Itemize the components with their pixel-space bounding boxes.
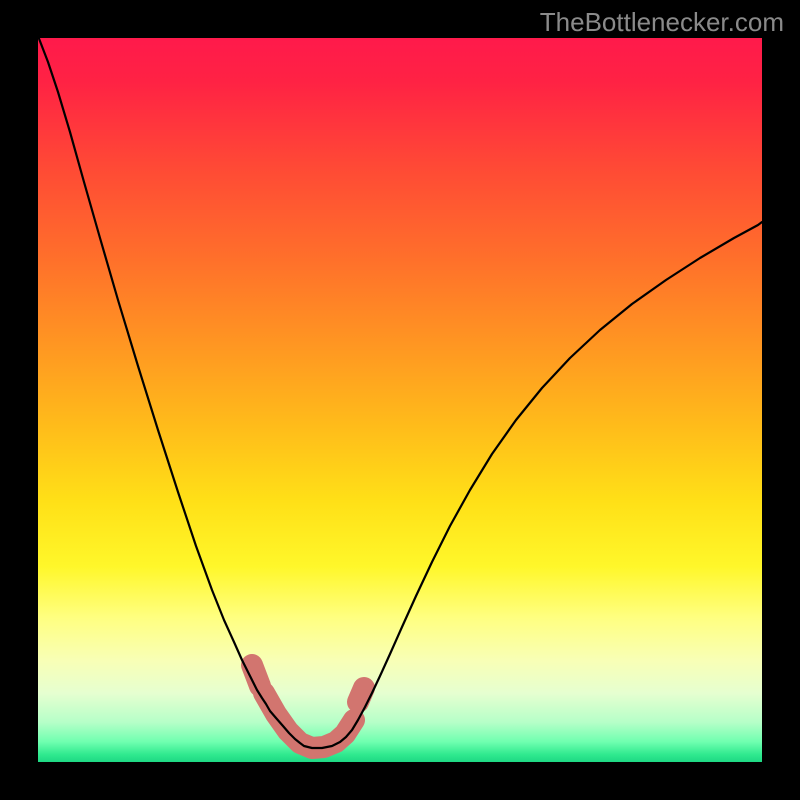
bottleneck-plot: [0, 0, 800, 800]
watermark-text: TheBottlenecker.com: [540, 7, 784, 38]
plot-background: [38, 38, 762, 762]
highlight-segment: [358, 688, 364, 702]
